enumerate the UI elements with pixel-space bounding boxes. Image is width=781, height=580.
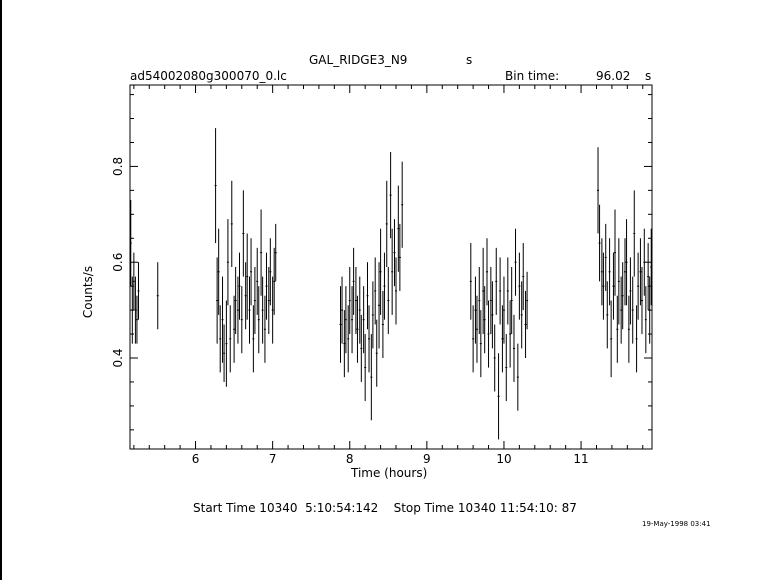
y-tick-label: 0.6 — [111, 253, 125, 272]
plot-date: 19-May-1998 03:41 — [642, 520, 711, 528]
x-tick-label: 7 — [269, 452, 277, 466]
y-tick-label: 0.4 — [111, 348, 125, 367]
y-axis-label: Counts/s — [81, 265, 95, 319]
plot-frame — [129, 84, 653, 450]
object-name: GAL_RIDGE3_N9 — [309, 53, 408, 67]
x-axis-label: Time (hours) — [351, 466, 428, 480]
file-name: ad54002080g300070_0.lc — [130, 69, 287, 83]
bin-time-value: 96.02 — [596, 69, 631, 83]
x-tick-label: 10 — [496, 452, 511, 466]
x-tick-label: 6 — [192, 452, 200, 466]
x-tick-label: 9 — [423, 452, 431, 466]
x-tick-label: 11 — [573, 452, 588, 466]
object-unit: s — [466, 53, 473, 67]
y-tick-label: 0.8 — [111, 157, 125, 176]
x-tick-label: 8 — [346, 452, 354, 466]
window-left-edge — [0, 0, 2, 580]
start-stop-time: Start Time 10340 5:10:54:142 Stop Time 1… — [193, 501, 577, 515]
bin-time-unit: s — [645, 69, 652, 83]
bin-time-label: Bin time: — [505, 69, 560, 83]
